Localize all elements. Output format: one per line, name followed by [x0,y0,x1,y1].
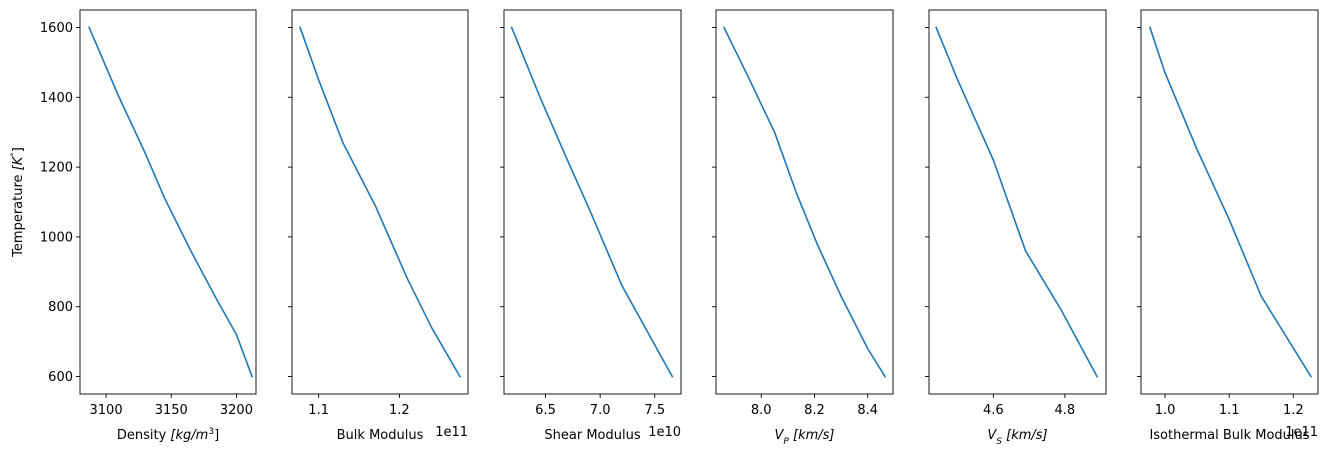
y-tick-label: 1200 [40,161,73,176]
series-line [1148,26,1313,378]
subplot-2: 1.1 1.2 1e11 Bulk Modulus [288,9,469,443]
subplot-5: 4.6 4.8 VS [km/s] [925,9,1107,447]
y-tick-label: 600 [48,370,73,385]
x-tick-label: 4.8 [1055,403,1076,418]
x-axis-label: VP [km/s] [775,428,835,447]
subplot-1: 600 800 1000 1200 1400 1600 3100 3150 3200Densit… [10,9,257,443]
x-tick-label: 7.0 [590,403,611,418]
x-tick-label: 6.5 [535,403,556,418]
y-axis-label: Temperature [K°] [10,147,26,258]
y-tick-label: 1000 [40,230,73,245]
x-offset-label: 1e11 [1285,425,1318,440]
x-tick-label: 1.2 [1283,403,1304,418]
series-line [510,26,674,378]
y-tick-label: 1600 [40,21,73,36]
x-axis-label: Isothermal Bulk Modulus [1149,428,1309,443]
x-axis-label: Shear Modulus [544,428,640,443]
x-tick-label: 8.0 [751,403,772,418]
x-tick-label: 1.1 [1219,403,1240,418]
x-offset-label: 1e11 [435,425,468,440]
x-tick-label: 8.2 [804,403,825,418]
axes-frame [715,9,894,395]
y-tick-label: 800 [48,300,73,315]
series-line [299,26,462,378]
subplot-3: 6.5 7.0 7.5 1e10 Shear Modulus [500,9,682,443]
x-tick-label: 8.4 [857,403,878,418]
axes-frame [1140,9,1319,395]
x-tick-label: 1.1 [308,403,329,418]
series-line [722,26,887,378]
x-tick-label: 4.6 [983,403,1004,418]
axes-frame [79,9,257,395]
axes-frame [291,9,469,395]
axes-frame [928,9,1107,395]
series-line [88,26,254,378]
x-axis-label: VS [km/s] [987,428,1047,447]
x-offset-label: 1e10 [648,425,681,440]
axes-frame [503,9,682,395]
x-tick-label: 1.2 [389,403,410,418]
x-axis-label: Bulk Modulus [337,428,424,443]
x-axis-label: Density [kg/m3] [117,427,219,443]
x-tick-label: 7.5 [644,403,665,418]
x-tick-label: 3100 [90,403,123,418]
subplot-4: 8.0 8.2 8.4 VP [km/s] [712,9,894,447]
x-tick-label: 1.0 [1155,403,1176,418]
x-tick-label: 3200 [220,403,253,418]
x-tick-label: 3150 [155,403,188,418]
series-line [935,26,1099,378]
y-tick-label: 1400 [40,91,73,106]
